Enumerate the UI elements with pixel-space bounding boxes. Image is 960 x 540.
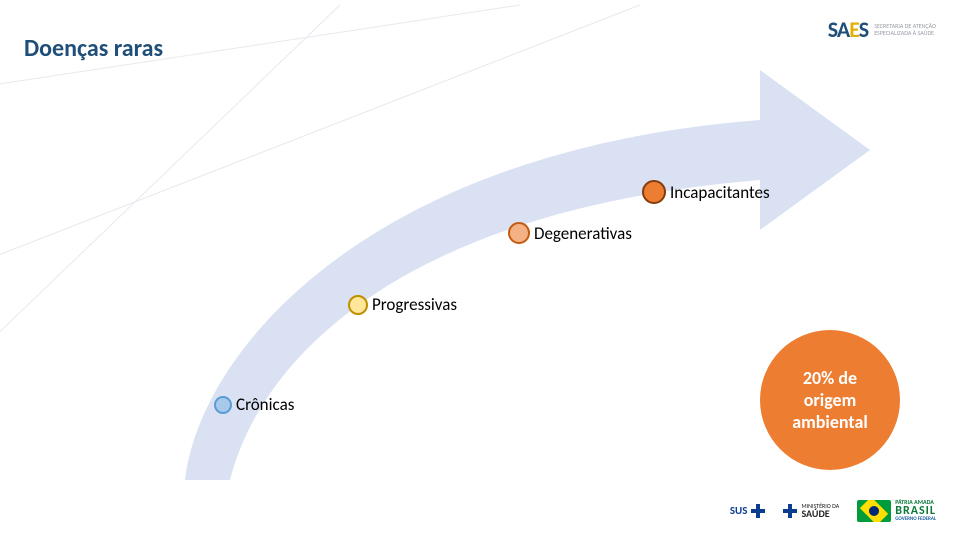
saes-sub-line2: ESPECIALIZADA À SAÚDE — [874, 30, 936, 37]
brasil-flag-icon — [857, 500, 891, 522]
node-label: Crônicas — [236, 394, 294, 415]
sus-logo: SUS — [730, 504, 766, 518]
node-dot — [348, 295, 368, 315]
saes-wordmark: SAES — [828, 16, 868, 43]
plus-icon — [751, 504, 765, 518]
saes-logo: SAES SECRETARIA DE ATENÇÃO ESPECIALIZADA… — [828, 16, 936, 43]
plus-icon — [783, 504, 797, 518]
callout-circle: 20% deorigemambiental — [760, 330, 900, 470]
brasil-logo: PÁTRIA AMADA BRASIL GOVERNO FEDERAL — [857, 499, 936, 522]
saes-subtitle: SECRETARIA DE ATENÇÃO ESPECIALIZADA À SA… — [874, 23, 936, 36]
slide-title: Doenças raras — [24, 34, 163, 63]
ministerio-logo: MINISTÉRIO DA SAÚDE — [783, 503, 839, 519]
node-crônicas: Crônicas — [214, 394, 294, 415]
footer-logos: SUS MINISTÉRIO DA SAÚDE PÁTRIA AMADA BRA… — [730, 499, 936, 522]
node-incapacitantes: Incapacitantes — [642, 180, 770, 204]
node-dot — [508, 222, 530, 244]
node-dot — [214, 396, 232, 414]
node-label: Progressivas — [372, 294, 457, 315]
callout-line: origem — [804, 389, 857, 411]
callout-line: ambiental — [792, 411, 868, 433]
callout-line: 20% de — [803, 367, 857, 389]
node-progressivas: Progressivas — [348, 294, 457, 315]
node-dot — [642, 180, 666, 204]
node-label: Degenerativas — [534, 223, 632, 244]
ministerio-line2: SAÚDE — [801, 509, 839, 519]
node-degenerativas: Degenerativas — [508, 222, 632, 244]
node-label: Incapacitantes — [670, 182, 770, 203]
sus-text: SUS — [730, 505, 748, 516]
slide: Doenças raras Crônicas Progressivas Degene… — [0, 0, 960, 540]
brasil-line3: GOVERNO FEDERAL — [895, 517, 936, 522]
